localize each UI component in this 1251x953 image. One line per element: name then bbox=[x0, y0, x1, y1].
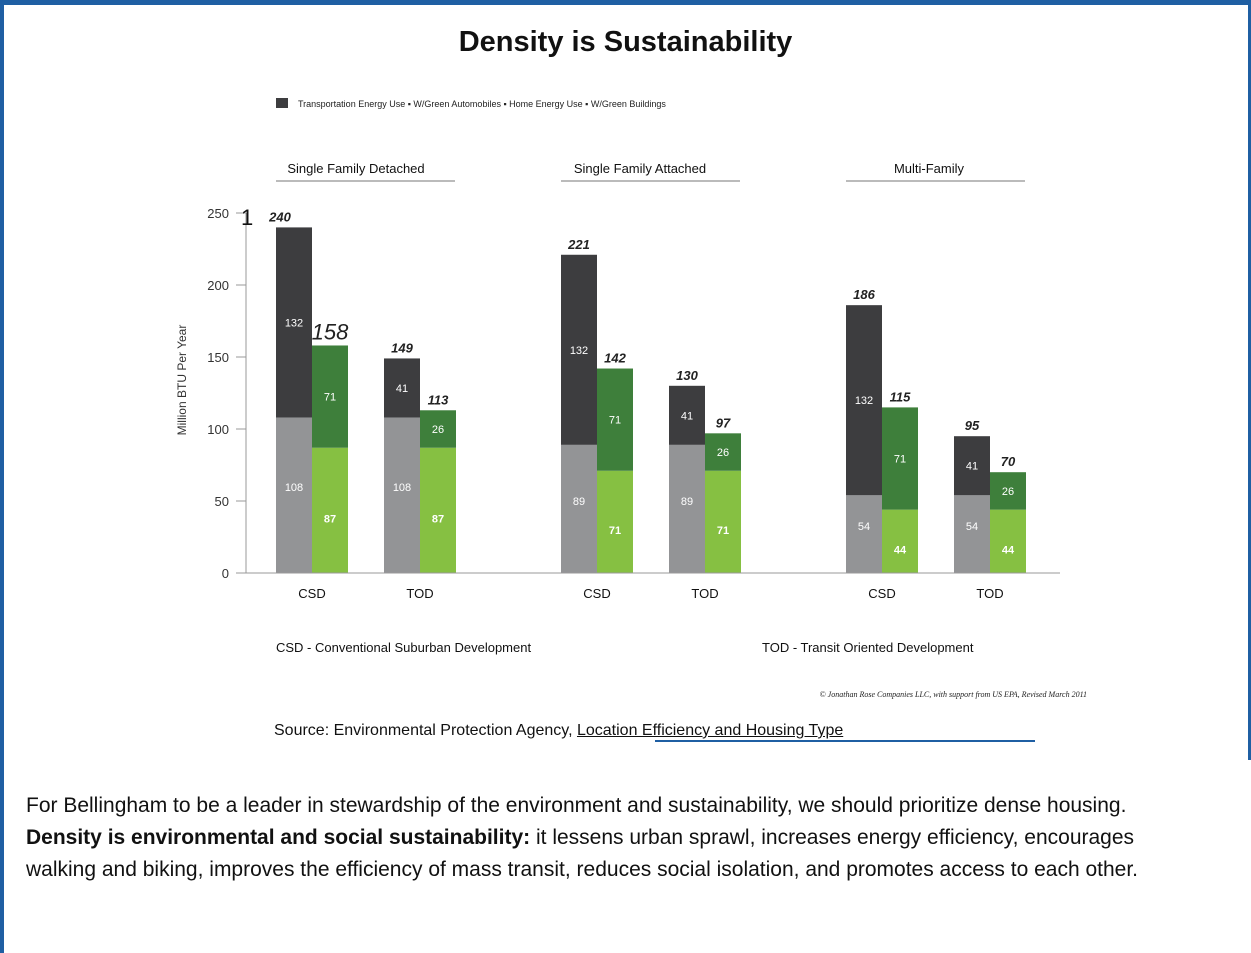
bar-value-label: 44 bbox=[1002, 544, 1015, 556]
bar-total-label: 70 bbox=[1001, 454, 1016, 469]
bar-segment-green-automobiles bbox=[597, 368, 633, 471]
bar-segment-home-energy bbox=[669, 444, 705, 573]
bar-value-label: 71 bbox=[324, 392, 336, 404]
bar-total-label: 240 bbox=[268, 209, 291, 224]
bar-segment-green-automobiles bbox=[312, 345, 348, 448]
y-tick-label: 100 bbox=[207, 422, 229, 437]
x-tick-label: TOD bbox=[406, 586, 433, 601]
bar-segment-green-buildings bbox=[312, 447, 348, 573]
copyright-note: © Jonathan Rose Companies LLC, with supp… bbox=[820, 690, 1087, 699]
y-tick-label: 250 bbox=[207, 206, 229, 221]
y-tick-label: 200 bbox=[207, 278, 229, 293]
bar-segment-green-automobiles bbox=[990, 472, 1026, 510]
y-axis-label: Million BTU Per Year bbox=[175, 325, 189, 436]
footnote-tod: TOD - Transit Oriented Development bbox=[762, 640, 974, 655]
source-underline bbox=[655, 740, 1035, 742]
paragraph-part-2: it lessens urban sprawl, increases energ… bbox=[26, 826, 1139, 881]
bar-total-label: 130 bbox=[676, 368, 698, 383]
left-border bbox=[0, 0, 4, 953]
bar-value-label: 87 bbox=[432, 513, 444, 525]
bar-segment-green-automobiles bbox=[705, 433, 741, 471]
bar-segment-transportation bbox=[846, 305, 882, 496]
bar-segment-green-buildings bbox=[705, 470, 741, 573]
paragraph-part-1: For Bellingham to be a leader in steward… bbox=[26, 794, 1127, 817]
bar-segment-green-buildings bbox=[882, 509, 918, 573]
bar-value-label: 54 bbox=[966, 521, 978, 533]
legend-swatch bbox=[276, 98, 288, 108]
bar-value-label: 89 bbox=[681, 496, 693, 508]
bar-total-label: 113 bbox=[428, 392, 449, 407]
bar-total-label: 149 bbox=[391, 340, 413, 355]
bar-value-label: 41 bbox=[396, 383, 408, 395]
bar-total-label: 186 bbox=[853, 287, 875, 302]
bar-value-label: 44 bbox=[894, 544, 907, 556]
bar-value-label: 132 bbox=[855, 395, 873, 407]
top-border bbox=[0, 0, 1251, 5]
bar-value-label: 41 bbox=[966, 461, 978, 473]
page-title: Density is Sustainability bbox=[458, 26, 793, 58]
stray-digit: 1 bbox=[241, 205, 253, 230]
paragraph-bold: Density is environmental and social sust… bbox=[26, 826, 531, 849]
bar-segment-transportation bbox=[276, 227, 312, 418]
bar-segment-transportation bbox=[954, 436, 990, 496]
bar-value-label: 87 bbox=[324, 513, 336, 525]
source-prefix: Source: Environmental Protection Agency, bbox=[274, 722, 577, 739]
stacked-bar-chart: Transportation Energy Use ▪ W/Green Auto… bbox=[175, 98, 1087, 699]
bar-segment-home-energy bbox=[561, 444, 597, 573]
legend-text: Transportation Energy Use ▪ W/Green Auto… bbox=[298, 99, 666, 109]
bar-total-label: 95 bbox=[965, 418, 980, 433]
source-line: Source: Environmental Protection Agency,… bbox=[274, 722, 843, 740]
bar-segment-green-automobiles bbox=[882, 407, 918, 510]
bar-value-label: 108 bbox=[393, 482, 411, 494]
x-tick-label: TOD bbox=[976, 586, 1003, 601]
bar-total-label: 221 bbox=[567, 237, 590, 252]
bar-value-label: 54 bbox=[858, 521, 870, 533]
bar-value-label: 108 bbox=[285, 482, 303, 494]
bar-value-label: 71 bbox=[717, 525, 729, 537]
bar-value-label: 26 bbox=[1002, 486, 1014, 498]
bar-value-label: 71 bbox=[894, 454, 906, 466]
bar-value-label: 26 bbox=[432, 424, 444, 436]
y-tick-label: 0 bbox=[222, 566, 229, 581]
bar-total-label: 97 bbox=[716, 415, 731, 430]
bar-segment-green-buildings bbox=[420, 447, 456, 573]
bar-segment-green-buildings bbox=[597, 470, 633, 573]
body-paragraph: For Bellingham to be a leader in steward… bbox=[26, 790, 1166, 886]
bar-value-label: 71 bbox=[609, 525, 621, 537]
source-link[interactable]: Location Efficiency and Housing Type bbox=[576, 722, 844, 739]
right-border bbox=[1248, 0, 1251, 760]
bar-segment-green-automobiles bbox=[420, 410, 456, 448]
bar-value-label: 26 bbox=[717, 447, 729, 459]
bar-value-label: 89 bbox=[573, 496, 585, 508]
group-title: Single Family Detached bbox=[287, 161, 424, 176]
y-tick-label: 150 bbox=[207, 350, 229, 365]
bar-total-label: 142 bbox=[604, 351, 626, 366]
bar-segment-home-energy bbox=[954, 495, 990, 573]
bar-value-label: 132 bbox=[570, 345, 588, 357]
bar-segment-green-buildings bbox=[990, 509, 1026, 573]
bar-value-label: 132 bbox=[285, 317, 303, 329]
x-tick-label: CSD bbox=[298, 586, 325, 601]
bar-total-label: 115 bbox=[890, 389, 911, 404]
footnote-csd: CSD - Conventional Suburban Development bbox=[276, 640, 531, 655]
bar-segment-home-energy bbox=[846, 495, 882, 573]
x-tick-label: TOD bbox=[691, 586, 718, 601]
x-tick-label: CSD bbox=[583, 586, 610, 601]
bar-total-label: 158 bbox=[312, 319, 349, 344]
group-title: Multi-Family bbox=[894, 161, 965, 176]
bar-segment-home-energy bbox=[384, 417, 420, 573]
bar-value-label: 71 bbox=[609, 415, 621, 427]
x-tick-label: CSD bbox=[868, 586, 895, 601]
bar-segment-home-energy bbox=[276, 417, 312, 573]
y-tick-label: 50 bbox=[215, 494, 229, 509]
group-title: Single Family Attached bbox=[574, 161, 706, 176]
bar-value-label: 41 bbox=[681, 410, 693, 422]
bar-segment-transportation bbox=[561, 254, 597, 445]
bar-segment-transportation bbox=[669, 385, 705, 445]
bar-segment-transportation bbox=[384, 358, 420, 418]
